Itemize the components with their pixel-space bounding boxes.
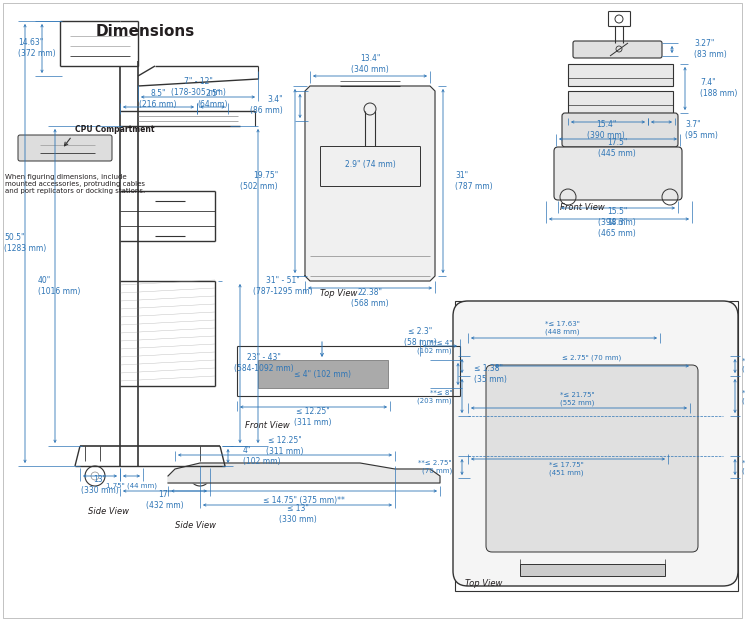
Bar xyxy=(568,91,673,113)
Text: *≤ 17.63"
(448 mm): *≤ 17.63" (448 mm) xyxy=(545,321,580,335)
Text: 2.9" (74 mm): 2.9" (74 mm) xyxy=(345,160,396,168)
Text: **≤ 4.25"
(108 mm): **≤ 4.25" (108 mm) xyxy=(742,460,745,474)
FancyBboxPatch shape xyxy=(18,135,112,161)
Text: **≤ 8"
(203 mm): **≤ 8" (203 mm) xyxy=(417,390,452,404)
Text: ≤ 2.3"
(58 mm): ≤ 2.3" (58 mm) xyxy=(404,327,437,347)
Text: Side View: Side View xyxy=(88,507,129,515)
FancyBboxPatch shape xyxy=(486,365,698,552)
Text: *≤ 17.75"
(451 mm): *≤ 17.75" (451 mm) xyxy=(548,462,583,476)
Polygon shape xyxy=(305,86,435,281)
Text: 15.4"
(390 mm): 15.4" (390 mm) xyxy=(587,120,625,140)
Text: **≤ 4"
(102 mm): **≤ 4" (102 mm) xyxy=(417,340,452,354)
Bar xyxy=(568,64,673,86)
Text: 1.75" (44 mm): 1.75" (44 mm) xyxy=(107,483,157,489)
Text: ≤ 12.25"
(311 mm): ≤ 12.25" (311 mm) xyxy=(266,437,304,456)
Text: 14.63"
(372 mm): 14.63" (372 mm) xyxy=(18,39,56,58)
Bar xyxy=(258,360,388,388)
Text: *≤ 21.75"
(552 mm): *≤ 21.75" (552 mm) xyxy=(559,392,595,406)
Text: 23" - 43"
(584-1092 mm): 23" - 43" (584-1092 mm) xyxy=(234,353,294,373)
Bar xyxy=(455,301,738,591)
Text: 18.3"
(465 mm): 18.3" (465 mm) xyxy=(598,219,636,238)
FancyBboxPatch shape xyxy=(554,147,682,200)
Text: **≤ 2.75"
(70 mm): **≤ 2.75" (70 mm) xyxy=(419,460,452,474)
Text: ≤ 12.25"
(311 mm): ≤ 12.25" (311 mm) xyxy=(294,407,332,427)
Text: **≤ 2.75"
(70 mm): **≤ 2.75" (70 mm) xyxy=(742,358,745,372)
Text: **≤ 7.75"
(197 mm): **≤ 7.75" (197 mm) xyxy=(742,390,745,404)
FancyBboxPatch shape xyxy=(453,301,738,586)
Text: 4"
(102 mm): 4" (102 mm) xyxy=(243,446,281,466)
Text: 3.7"
(95 mm): 3.7" (95 mm) xyxy=(685,120,718,140)
Text: CPU Compartment: CPU Compartment xyxy=(75,124,154,134)
Text: Front View: Front View xyxy=(560,204,605,212)
Text: 7" - 12"
(178-305 mm): 7" - 12" (178-305 mm) xyxy=(171,77,226,97)
Text: Dimensions: Dimensions xyxy=(95,24,194,39)
Text: 31" - 51"
(787-1295 mm): 31" - 51" (787-1295 mm) xyxy=(253,276,313,296)
FancyBboxPatch shape xyxy=(573,41,662,58)
Text: 31"
(787 mm): 31" (787 mm) xyxy=(455,171,492,191)
Bar xyxy=(520,564,665,576)
Text: 3.4"
(86 mm): 3.4" (86 mm) xyxy=(250,95,283,115)
Text: 2.5"
(64mm): 2.5" (64mm) xyxy=(197,89,228,109)
Text: When figuring dimensions, include
mounted accessories, protruding cables
and por: When figuring dimensions, include mounte… xyxy=(5,174,145,194)
Text: 8.5"
(216 mm): 8.5" (216 mm) xyxy=(139,89,177,109)
Text: 3.27"
(83 mm): 3.27" (83 mm) xyxy=(694,39,727,59)
Text: 7.4"
(188 mm): 7.4" (188 mm) xyxy=(700,78,738,97)
Text: Top View: Top View xyxy=(320,289,358,297)
Text: 50.5"
(1283 mm): 50.5" (1283 mm) xyxy=(4,233,46,253)
Text: 13.4"
(340 mm): 13.4" (340 mm) xyxy=(351,54,389,74)
Text: 15.5"
(394 mm): 15.5" (394 mm) xyxy=(598,207,636,227)
Text: Top View: Top View xyxy=(465,579,502,587)
Polygon shape xyxy=(168,463,440,483)
Text: 17"
(432 mm): 17" (432 mm) xyxy=(146,491,184,510)
Text: Front View: Front View xyxy=(245,422,290,430)
Text: 13"
(330 mm): 13" (330 mm) xyxy=(81,475,119,495)
Text: ≤ 2.75" (70 mm): ≤ 2.75" (70 mm) xyxy=(562,355,621,361)
Text: 22.38"
(568 mm): 22.38" (568 mm) xyxy=(351,288,389,307)
Text: ≤ 4" (102 mm): ≤ 4" (102 mm) xyxy=(294,369,350,379)
Text: 17.5"
(445 mm): 17.5" (445 mm) xyxy=(598,138,636,158)
FancyBboxPatch shape xyxy=(562,113,678,147)
Text: Side View: Side View xyxy=(175,520,216,530)
Text: ≤ 1.38"
(35 mm): ≤ 1.38" (35 mm) xyxy=(474,365,507,384)
Text: 40"
(1016 mm): 40" (1016 mm) xyxy=(38,276,80,296)
Text: ≤ 13"
(330 mm): ≤ 13" (330 mm) xyxy=(279,504,317,524)
Text: ≤ 14.75" (375 mm)**: ≤ 14.75" (375 mm)** xyxy=(263,497,345,505)
Text: 19.75"
(502 mm): 19.75" (502 mm) xyxy=(241,171,278,191)
